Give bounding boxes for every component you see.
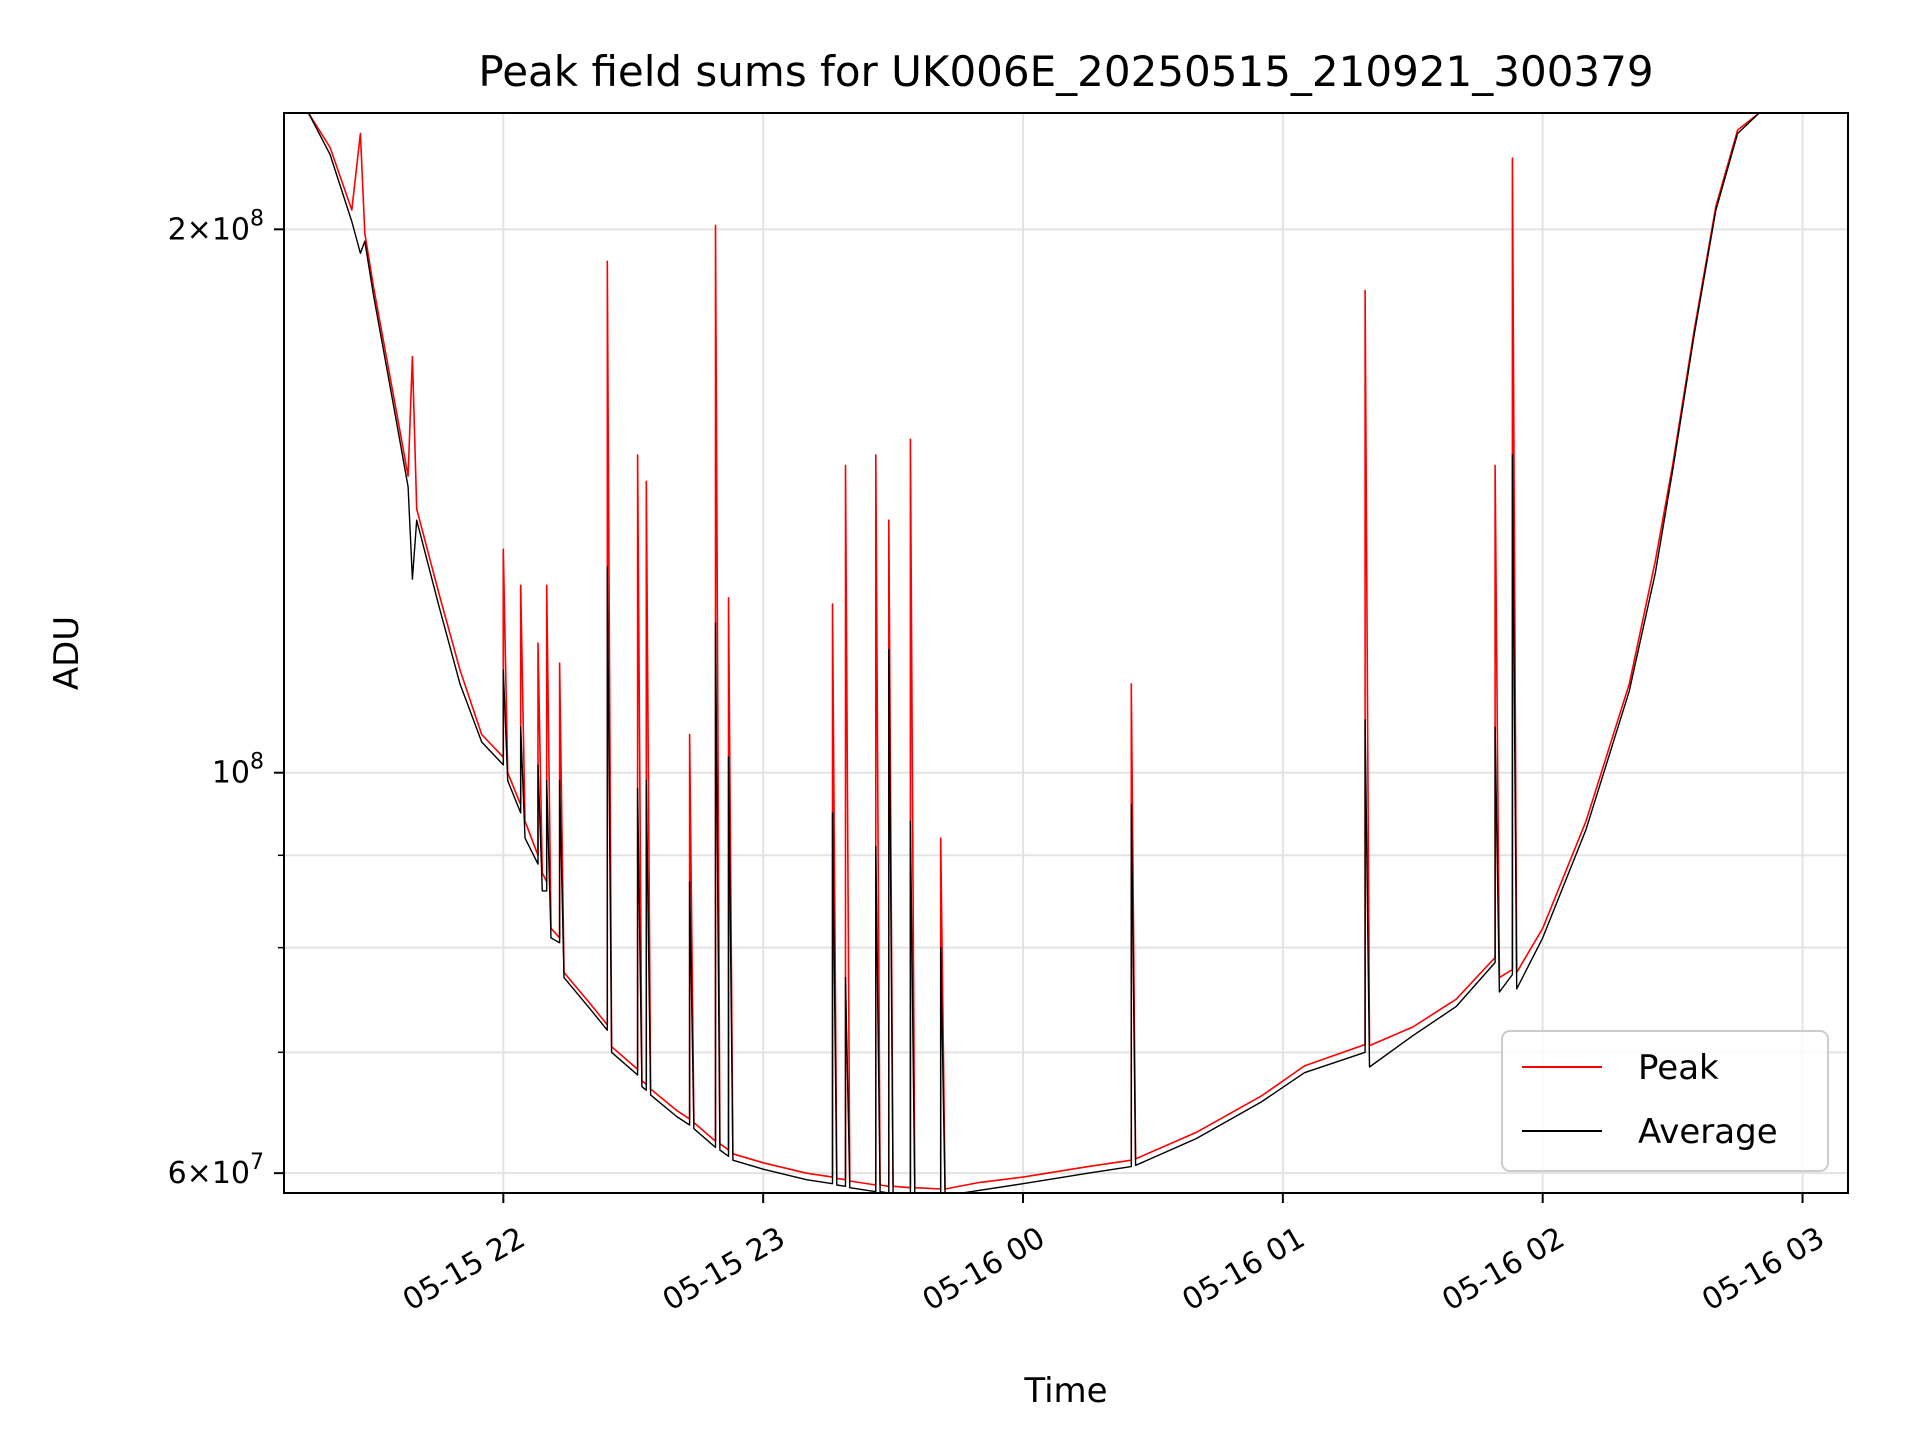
legend: Peak Average bbox=[1501, 1030, 1829, 1172]
legend-peak-label: Peak bbox=[1638, 1048, 1719, 1088]
y-axis: 2×108 108 6×107 bbox=[168, 206, 284, 1191]
chart-title: Peak field sums for UK006E_20250515_2109… bbox=[478, 47, 1653, 96]
plot-frame bbox=[283, 112, 1849, 1194]
y-tick-label: 2×108 bbox=[168, 206, 264, 247]
series-line-average bbox=[307, 113, 1760, 1193]
legend-average-label: Average bbox=[1638, 1112, 1778, 1152]
x-axis-label: Time bbox=[1023, 1371, 1107, 1411]
series-layer bbox=[307, 113, 1760, 1193]
y-tick-label: 108 bbox=[212, 750, 264, 791]
y-axis-label: ADU bbox=[47, 616, 87, 690]
y-tick-label: 6×107 bbox=[168, 1150, 264, 1191]
